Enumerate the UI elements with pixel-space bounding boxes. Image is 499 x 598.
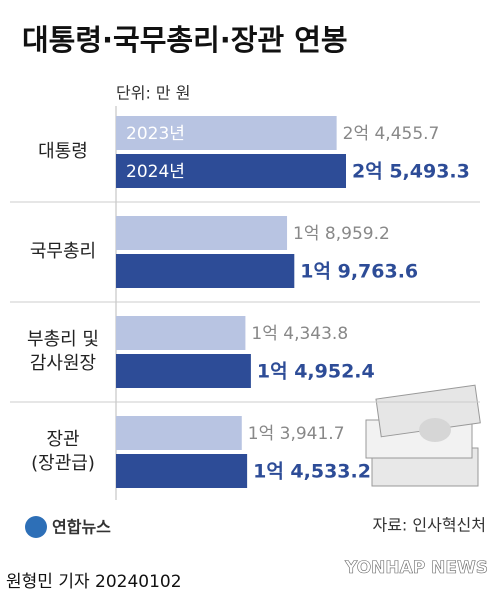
bar xyxy=(116,454,248,488)
bar xyxy=(116,154,346,188)
value-label: 2억 5,493.3 xyxy=(352,161,470,183)
chart-title: 대통령·국무총리·장관 연봉 xyxy=(22,23,348,57)
category-label: 대통령 xyxy=(38,141,88,162)
value-label: 2억 4,455.7 xyxy=(343,124,440,144)
value-label: 1억 9,763.6 xyxy=(300,261,418,283)
value-label: 1억 4,952.4 xyxy=(257,361,375,383)
bar xyxy=(116,316,246,350)
unit-note: 단위: 만 원 xyxy=(116,84,190,103)
bar xyxy=(116,354,251,388)
byline: 원형민 기자 20240102 xyxy=(6,572,182,592)
category-label: 국무총리 xyxy=(29,241,97,262)
money-illustration xyxy=(365,384,481,487)
source: 자료: 인사혁신처 xyxy=(372,516,486,535)
legend-label: 2024년 xyxy=(126,162,185,182)
legend-label: 2023년 xyxy=(126,124,185,144)
value-label: 1억 4,343.8 xyxy=(251,324,348,344)
logo: 연합뉴스 xyxy=(52,518,111,537)
bar xyxy=(116,116,337,150)
value-label: 1억 8,959.2 xyxy=(293,224,390,244)
bar xyxy=(116,254,295,288)
value-label: 1억 4,533.2 xyxy=(253,461,371,483)
category-label: 부총리 및 감사원장 xyxy=(27,329,99,374)
watermark: YONHAP NEWS xyxy=(344,558,488,578)
value-label: 1억 3,941.7 xyxy=(248,424,345,444)
category-label: 장관 (장관급) xyxy=(31,429,95,474)
logo-icon xyxy=(25,516,47,538)
bar xyxy=(116,216,288,250)
bar xyxy=(116,416,242,450)
